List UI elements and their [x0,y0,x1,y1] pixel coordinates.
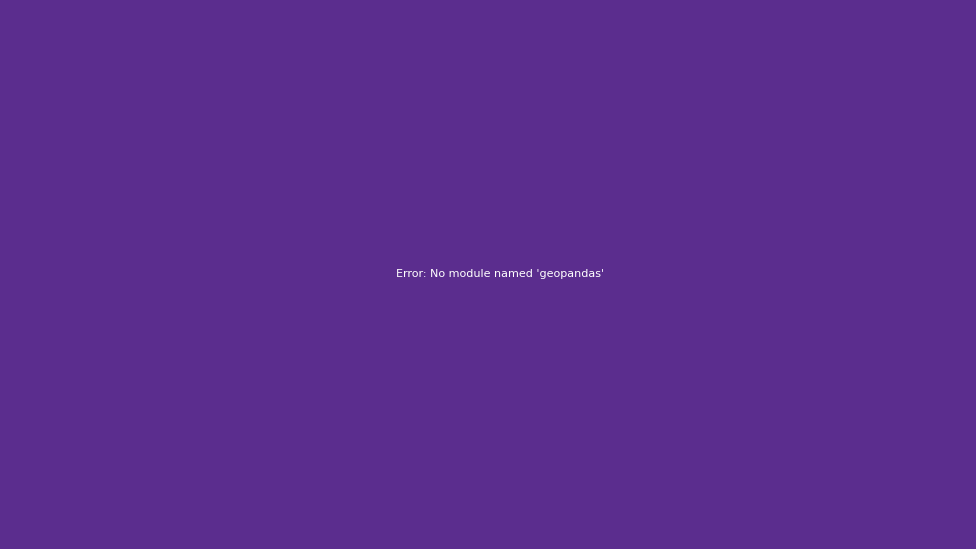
Text: Error: No module named 'geopandas': Error: No module named 'geopandas' [396,269,604,279]
